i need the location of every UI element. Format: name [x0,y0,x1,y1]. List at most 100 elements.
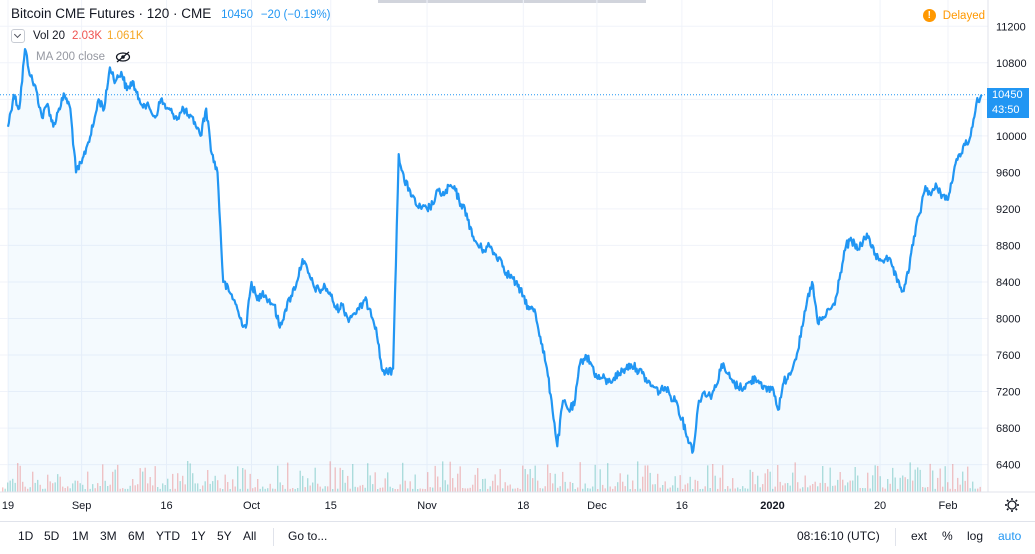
log-scale-toggle[interactable]: log [967,529,984,543]
volume-bar [54,482,56,492]
volume-bar [509,484,511,492]
volume-bar [607,463,609,492]
top-panel-tab[interactable] [378,0,646,3]
volume-bar [657,473,659,492]
volume-bar [929,463,931,492]
volume-bar [77,480,79,492]
toolbar-divider [273,528,274,546]
volume-bar [824,483,826,492]
volume-bar [822,466,824,492]
range-ytd-button[interactable]: YTD [156,529,180,543]
volume-bar [354,486,356,492]
range-5d-button[interactable]: 5D [44,529,60,543]
volume-bar [432,487,434,492]
volume-legend: Vol 20 2.03K 1.061K [11,29,144,43]
volume-bar [724,489,726,492]
delayed-label: Delayed [942,9,985,22]
auto-scale-toggle[interactable]: auto [998,529,1022,543]
volume-bar [954,489,956,492]
volume-bar [242,468,244,492]
volume-bar [62,486,64,492]
y-tick-label: 10800 [996,58,1027,70]
volume-bar [632,480,634,492]
volume-bar [417,489,419,492]
volume-bar [662,485,664,492]
range-1d-button[interactable]: 1D [18,529,34,543]
volume-bar [609,486,611,492]
volume-bar [594,464,596,492]
range-1m-button[interactable]: 1M [72,529,89,543]
volume-bar [222,489,224,492]
volume-bar [504,482,506,492]
volume-bar [254,487,256,492]
range-5y-button[interactable]: 5Y [217,529,232,543]
range-all-button[interactable]: All [243,529,257,543]
volume-bar [119,488,121,492]
volume-bar [127,488,129,492]
volume-bar [422,488,424,492]
volume-bar [742,486,744,492]
volume-bar [684,484,686,492]
volume-bar [69,488,71,492]
volume-label[interactable]: Vol 20 [33,30,65,42]
volume-bar [552,483,554,492]
volume-bar [437,476,439,492]
volume-bar [317,483,319,492]
volume-bar [37,479,39,492]
y-tick-label: 9200 [996,204,1020,216]
clock-timezone[interactable]: 08:16:10 (UTC) [797,529,880,543]
volume-bar [94,488,96,492]
volume-bar [399,484,401,492]
range-1y-button[interactable]: 1Y [191,529,206,543]
delayed-badge[interactable]: ! Delayed [922,9,985,22]
volume-bar [689,476,691,492]
time-axis[interactable]: 19 Sep 16 Oct 15 Nov 18 Dec 16 2020 20 Feb [2,500,958,512]
eye-hidden-icon[interactable] [115,51,131,63]
volume-bar [449,461,451,492]
goto-date-button[interactable]: Go to... [288,529,328,543]
volume-bar [112,471,114,492]
volume-bar [849,480,851,492]
volume-bar [519,489,521,492]
volume-bar [944,466,946,492]
volume-bar [917,467,919,492]
volume-bar [124,488,126,492]
ext-hours-toggle[interactable]: ext [911,529,928,543]
volume-bar [539,488,541,492]
volume-bar [14,482,16,492]
volume-bar [619,473,621,492]
range-3m-button[interactable]: 3M [100,529,117,543]
volume-bar [799,488,801,492]
volume-bar [494,474,496,492]
chevron-down-icon[interactable] [11,29,25,43]
volume-value: 2.03K [71,30,103,42]
volume-bar [479,489,481,492]
volume-bar [24,486,26,492]
volume-bar [587,488,589,492]
volume-bar [647,465,649,492]
volume-bar [672,485,674,492]
volume-bar [882,487,884,492]
volume-bar [562,471,564,492]
volume-bar [762,484,764,492]
volume-bar [614,486,616,492]
volume-bar [874,465,876,492]
volume-bar [972,481,974,492]
volume-bar [364,487,366,492]
volume-bar [532,478,534,492]
volume-bar [27,488,29,492]
symbol-title[interactable]: Bitcoin CME Futures · 120 · CME [11,6,212,21]
settings-gear-icon[interactable] [1005,498,1019,512]
volume-bar [817,486,819,492]
volume-bar [702,488,704,492]
chart-canvas[interactable]: 1120010800104001000096009200880084008000… [0,0,1035,521]
volume-bar [777,465,779,492]
range-6m-button[interactable]: 6M [128,529,145,543]
volume-bar [44,488,46,492]
volume-bar [12,478,14,492]
ma-label[interactable]: MA 200 close [36,51,106,63]
volume-bar [804,475,806,492]
volume-bar [307,478,309,492]
percent-scale-toggle[interactable]: % [942,529,953,543]
volume-bar [362,484,364,492]
